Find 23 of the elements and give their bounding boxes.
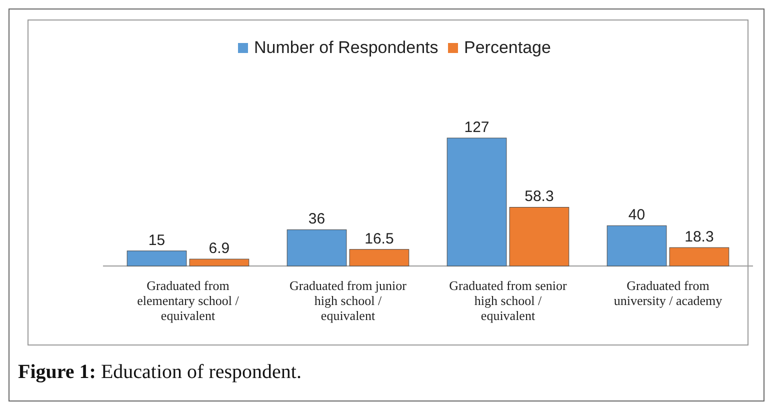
x-tick-label: Graduated from university / academy: [614, 278, 723, 308]
bar: [509, 206, 570, 266]
x-tick-label: Graduated from elementary school / equivalent: [137, 278, 240, 323]
data-label: 36: [308, 210, 326, 228]
data-label: 58.3: [524, 188, 554, 206]
caption: Figure 1: Education of respondent.: [18, 361, 302, 383]
x-tick-label: Graduated from senior high school / equivalent: [449, 278, 568, 323]
x-tick-label: Graduated from junior high school / equivalent: [290, 278, 408, 323]
data-label: 127: [464, 119, 490, 136]
data-label: 6.9: [208, 240, 230, 258]
data-label: 15: [148, 232, 166, 249]
legend-label: Percentage: [464, 38, 551, 57]
bar: [126, 250, 187, 266]
bar: [349, 249, 410, 266]
bar: [446, 138, 507, 266]
bar: [286, 229, 347, 266]
bar: [606, 225, 667, 266]
data-label: 16.5: [364, 230, 394, 248]
legend-label: Number of Respondents: [254, 38, 438, 57]
data-label: 18.3: [684, 228, 714, 246]
bar: [189, 258, 250, 266]
bar: [669, 247, 730, 266]
data-label: 40: [628, 206, 646, 224]
